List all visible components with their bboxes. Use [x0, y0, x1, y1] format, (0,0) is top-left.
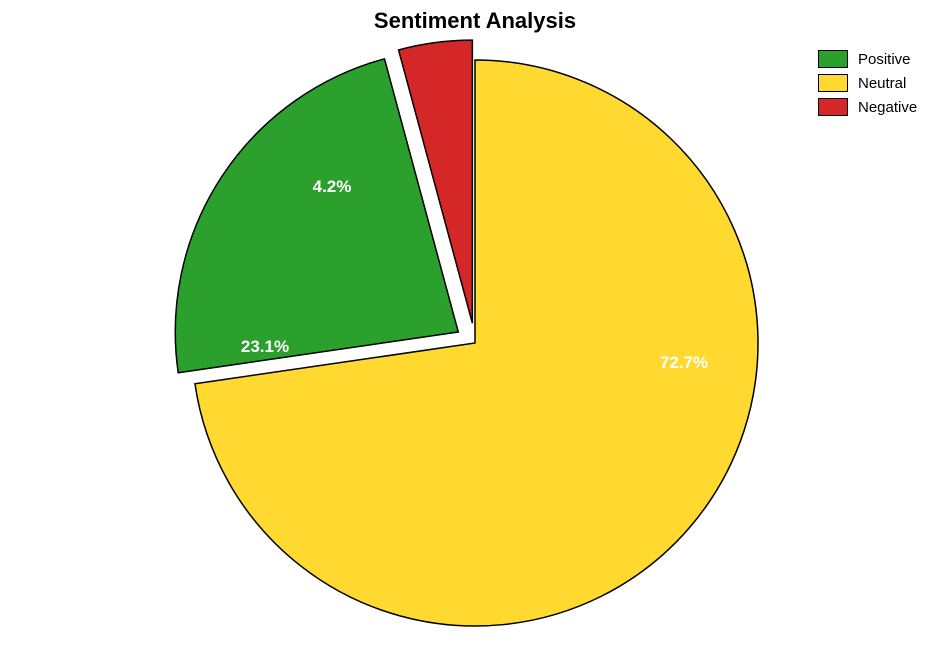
slice-label-positive: 23.1% [241, 337, 289, 357]
legend: Positive Neutral Negative [818, 48, 917, 120]
slice-label-negative: 4.2% [313, 177, 352, 197]
legend-item: Positive [818, 48, 917, 70]
legend-label: Neutral [858, 75, 906, 92]
chart-container: Sentiment Analysis 72.7%23.1%4.2% Positi… [0, 0, 950, 662]
legend-item: Neutral [818, 72, 917, 94]
slice-label-neutral: 72.7% [660, 353, 708, 373]
legend-swatch [818, 98, 848, 116]
legend-label: Positive [858, 51, 911, 68]
legend-swatch [818, 50, 848, 68]
legend-item: Negative [818, 96, 917, 118]
legend-swatch [818, 74, 848, 92]
legend-label: Negative [858, 99, 917, 116]
pie-chart [0, 0, 950, 662]
